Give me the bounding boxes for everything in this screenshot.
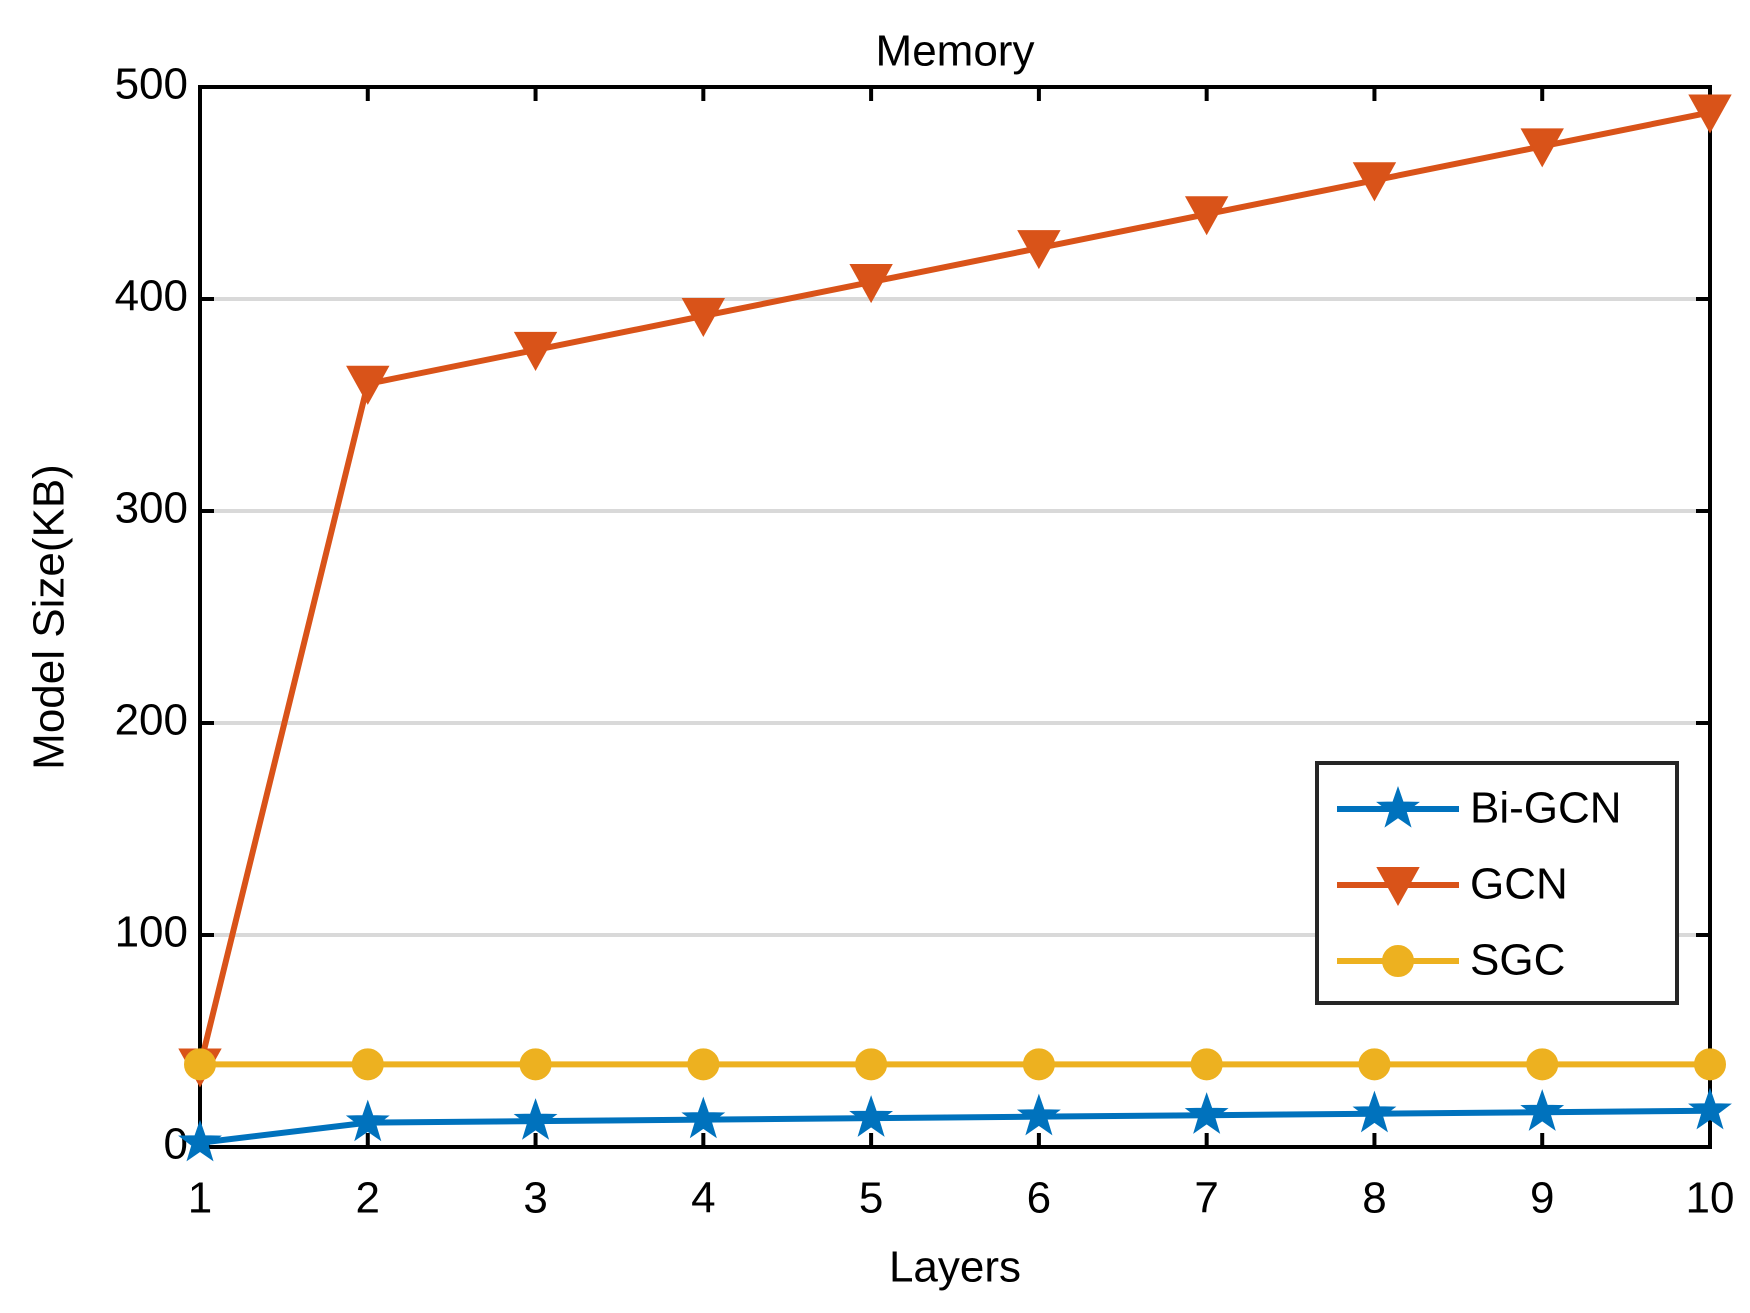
legend-label: GCN [1470, 860, 1568, 909]
marker [184, 1048, 216, 1081]
marker [351, 1048, 384, 1081]
marker [681, 297, 726, 338]
y-tick-label: 300 [115, 484, 188, 533]
legend-label: Bi-GCN [1470, 784, 1622, 833]
marker [346, 365, 390, 405]
y-tick-label: 400 [115, 272, 188, 321]
marker [1526, 1048, 1559, 1081]
series-line [199, 1107, 1711, 1146]
legend-marker [1376, 867, 1420, 907]
series-line [197, 109, 1711, 1068]
marker [849, 1095, 894, 1137]
marker [1358, 1048, 1391, 1081]
x-tick-label: 4 [691, 1174, 715, 1223]
chart-title: Memory [876, 27, 1035, 76]
marker [1694, 1048, 1726, 1081]
y-tick-label: 100 [115, 908, 188, 957]
x-tick-label: 7 [1194, 1174, 1218, 1223]
marker [1520, 1089, 1565, 1131]
legend-marker [1376, 785, 1420, 828]
x-tick-label: 2 [356, 1174, 380, 1223]
x-tick-label: 10 [1686, 1174, 1735, 1223]
legend-marker [1382, 945, 1414, 977]
marker [1016, 1093, 1061, 1136]
marker [1184, 196, 1229, 236]
plot-frame [198, 85, 1712, 1149]
marker [687, 1048, 720, 1081]
x-tick-label: 9 [1530, 1174, 1554, 1223]
marker [345, 1099, 390, 1142]
marker [519, 1048, 552, 1081]
marker [681, 1096, 726, 1139]
x-tick-label: 1 [188, 1174, 212, 1223]
marker [849, 264, 893, 304]
marker [513, 1098, 558, 1140]
marker [1022, 1048, 1055, 1081]
y-tick-label: 200 [115, 696, 188, 745]
x-tick-label: 3 [523, 1174, 547, 1223]
marker [1688, 94, 1732, 134]
x-tick-label: 8 [1362, 1174, 1386, 1223]
marker [1520, 128, 1564, 168]
y-tick-label: 0 [164, 1120, 188, 1169]
marker [1352, 1090, 1397, 1133]
marker [855, 1048, 888, 1081]
marker [1190, 1048, 1223, 1081]
marker [1017, 230, 1061, 270]
x-axis-label: Layers [889, 1243, 1021, 1292]
x-tick-label: 6 [1027, 1174, 1051, 1223]
marker [178, 1119, 222, 1162]
y-tick-label: 500 [115, 60, 188, 109]
x-tick-label: 5 [859, 1174, 883, 1223]
marker [1688, 1087, 1732, 1130]
marker [1352, 162, 1397, 202]
y-axis-label: Model Size(KB) [25, 464, 74, 770]
legend-label: SGC [1470, 936, 1565, 985]
marker [513, 331, 558, 371]
marker [1184, 1092, 1229, 1134]
